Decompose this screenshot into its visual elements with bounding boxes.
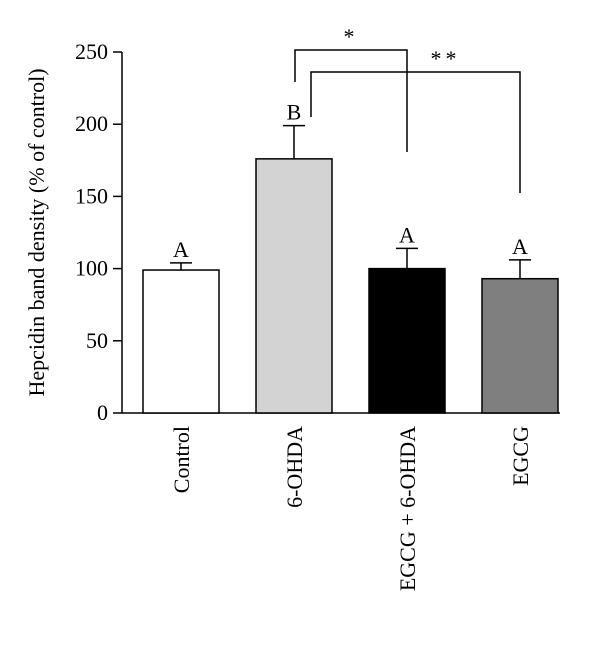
bars [142, 158, 559, 414]
significance-label: ** [431, 46, 461, 71]
bar [368, 267, 446, 414]
x-category-label: EGCG + 6-OHDA [395, 426, 420, 591]
y-tick-label: 200 [75, 111, 108, 136]
error-bars [170, 124, 531, 279]
significance-brackets: *** [294, 24, 521, 193]
significance-bracket [310, 71, 521, 193]
x-axis-labels: Control 6-OHDA EGCG + 6-OHDA EGCG [169, 426, 533, 591]
x-category-label: Control [169, 426, 194, 493]
axes: 0 50 100 150 200 250 [75, 39, 560, 425]
group-letter: A [173, 237, 189, 262]
y-tick-label: 50 [86, 328, 108, 353]
bar [481, 277, 559, 414]
group-letter: B [287, 100, 302, 125]
x-category-label: EGCG [508, 426, 533, 486]
group-letter: A [512, 234, 528, 259]
bar [142, 269, 220, 414]
x-category-label: 6-OHDA [282, 426, 307, 508]
bar [255, 158, 333, 414]
significance-label: * [344, 24, 359, 49]
y-tick-label: 250 [75, 39, 108, 64]
y-axis-title: Hepcidin band density (% of control) [24, 68, 49, 396]
group-letter: A [399, 222, 415, 247]
y-tick-label: 100 [75, 256, 108, 281]
y-tick-label: 0 [97, 400, 108, 425]
group-letters: A B A A [173, 100, 528, 262]
y-tick-label: 150 [75, 183, 108, 208]
significance-bracket [294, 49, 408, 152]
